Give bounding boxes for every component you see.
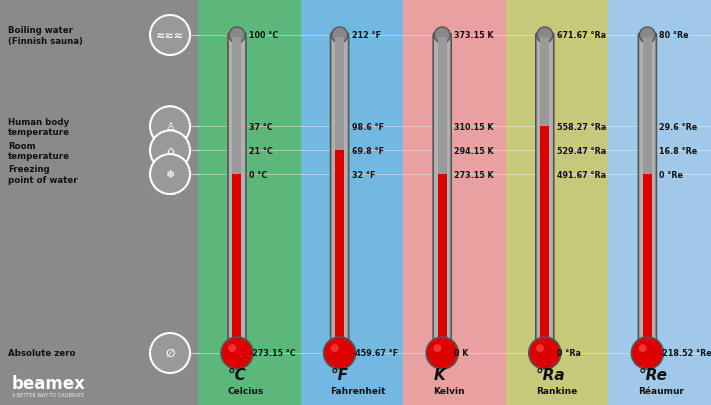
Text: beamex: beamex [12,374,86,392]
Circle shape [324,337,356,369]
Circle shape [537,28,552,44]
Text: Absolute zero: Absolute zero [8,349,75,358]
Text: 0 °C: 0 °C [249,170,267,179]
Circle shape [434,344,442,352]
Bar [540,38,550,127]
Text: 491.67 °Ra: 491.67 °Ra [557,170,606,179]
Circle shape [331,344,338,352]
Circle shape [229,28,245,44]
Bar [643,175,652,353]
Bar [609,0,711,405]
FancyBboxPatch shape [433,34,451,355]
Text: 294.15 K: 294.15 K [454,147,494,156]
Text: A BETTER WAY TO CALIBRATE: A BETTER WAY TO CALIBRATE [12,392,84,398]
Text: 100 °C: 100 °C [249,32,278,40]
Text: Boiling water
(Finnish sauna): Boiling water (Finnish sauna) [8,26,83,46]
Text: K: K [433,368,445,383]
Text: 212 °F: 212 °F [351,32,380,40]
Bar [540,127,550,353]
Text: ∅: ∅ [165,348,175,358]
FancyBboxPatch shape [536,34,554,355]
Bar [643,38,652,175]
Text: °Ra: °Ra [536,368,565,383]
Text: °C: °C [228,368,247,383]
Text: -218.52 °Re: -218.52 °Re [659,349,711,358]
FancyBboxPatch shape [228,34,246,355]
Text: -273.15 °C: -273.15 °C [249,349,296,358]
Text: 0 K: 0 K [454,349,469,358]
Text: 98.6 °F: 98.6 °F [351,122,384,132]
Bar [335,151,344,353]
Bar [403,0,506,405]
Circle shape [434,28,450,44]
Text: 0 °Ra: 0 °Ra [557,349,581,358]
Text: 0 °Re: 0 °Re [659,170,683,179]
Text: Rankine: Rankine [536,386,577,396]
Text: ≈≈≈: ≈≈≈ [156,31,184,41]
Circle shape [150,107,190,147]
Text: 373.15 K: 373.15 K [454,32,493,40]
Circle shape [221,337,253,369]
Text: 273.15 K: 273.15 K [454,170,494,179]
Circle shape [639,28,656,44]
Text: °F: °F [331,368,348,383]
Text: ❅: ❅ [166,170,175,180]
Bar [335,38,344,151]
Text: 16.8 °Re: 16.8 °Re [659,147,697,156]
Text: Room
temperature: Room temperature [8,141,70,161]
Text: Celcius: Celcius [228,386,264,396]
Text: 558.27 °Ra: 558.27 °Ra [557,122,606,132]
Circle shape [529,337,561,369]
Text: 69.8 °F: 69.8 °F [351,147,384,156]
Bar [232,175,242,353]
Text: Fahrenheit: Fahrenheit [331,386,386,396]
Circle shape [536,344,544,352]
FancyBboxPatch shape [638,34,656,355]
Text: ⌂: ⌂ [166,146,174,156]
Text: 21 °C: 21 °C [249,147,273,156]
Circle shape [228,344,236,352]
Text: 80 °Re: 80 °Re [659,32,689,40]
Text: 671.67 °Ra: 671.67 °Ra [557,32,606,40]
Bar [438,175,447,353]
Text: 529.47 °Ra: 529.47 °Ra [557,147,606,156]
Circle shape [631,337,663,369]
Bar [301,0,403,405]
Circle shape [331,28,348,44]
Text: Freezing
point of water: Freezing point of water [8,165,77,184]
Bar [232,38,242,175]
Text: 310.15 K: 310.15 K [454,122,493,132]
Circle shape [150,16,190,56]
Bar [0,0,198,405]
Text: 29.6 °Re: 29.6 °Re [659,122,697,132]
Bar [506,0,609,405]
Circle shape [638,344,646,352]
Circle shape [150,155,190,194]
Text: 37 °C: 37 °C [249,122,273,132]
Bar [198,0,301,405]
Circle shape [150,131,190,171]
Text: °Re: °Re [638,368,668,383]
Circle shape [426,337,458,369]
Bar [438,38,447,175]
FancyBboxPatch shape [331,34,348,355]
Text: -459.67 °F: -459.67 °F [351,349,397,358]
Text: Réaumur: Réaumur [638,386,685,396]
Text: ♙: ♙ [165,122,175,132]
Text: Kelvin: Kelvin [433,386,465,396]
Circle shape [150,333,190,373]
Text: Human body
temperature: Human body temperature [8,117,70,136]
Text: 32 °F: 32 °F [351,170,375,179]
